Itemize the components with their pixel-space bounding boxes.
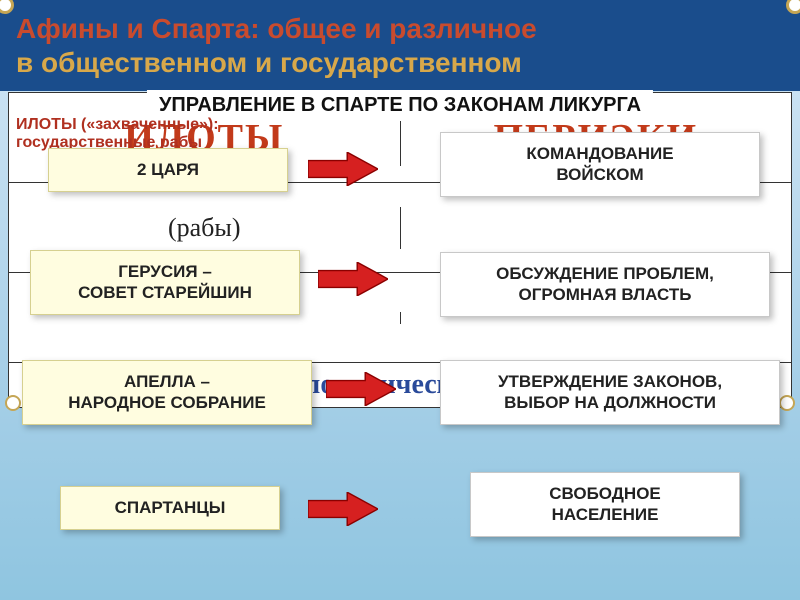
- hint-text: ИЛОТЫ («захваченные»): государственные р…: [16, 116, 219, 152]
- governing-body-box: АПЕЛЛА – НАРОДНОЕ СОБРАНИЕ: [22, 360, 312, 425]
- corner-ornament-icon: [5, 395, 21, 411]
- function-box: ОБСУЖДЕНИЕ ПРОБЛЕМ, ОГРОМНАЯ ВЛАСТЬ: [440, 252, 770, 317]
- governing-body-box: 2 ЦАРЯ: [48, 148, 288, 192]
- corner-ornament-icon: [786, 0, 800, 14]
- function-box: СВОБОДНОЕ НАСЕЛЕНИЕ: [470, 472, 740, 537]
- bg-cell-slaves: (рабы): [9, 207, 401, 249]
- corner-ornament-icon: [779, 395, 795, 411]
- corner-ornament-icon: [0, 0, 14, 14]
- function-box: КОМАНДОВАНИЕ ВОЙСКОМ: [440, 132, 760, 197]
- diagram-subtitle: УПРАВЛЕНИЕ В СПАРТЕ ПО ЗАКОНАМ ЛИКУРГА: [147, 90, 653, 121]
- title-bar: Афины и Спарта: общее и различное в обще…: [0, 0, 800, 91]
- arrow-right-icon: [308, 492, 378, 526]
- governing-body-box: ГЕРУСИЯ – СОВЕТ СТАРЕЙШИН: [30, 250, 300, 315]
- arrow-right-icon: [318, 262, 388, 296]
- function-box: УТВЕРЖДЕНИЕ ЗАКОНОВ, ВЫБОР НА ДОЛЖНОСТИ: [440, 360, 780, 425]
- title-line1: Афины и Спарта: общее и различное: [16, 13, 537, 44]
- bg-cell: [401, 222, 792, 234]
- governing-body-box: СПАРТАНЦЫ: [60, 486, 280, 530]
- arrow-right-icon: [308, 152, 378, 186]
- arrow-right-icon: [326, 372, 396, 406]
- title-line2: в общественном и государственном: [16, 47, 522, 78]
- page-title: Афины и Спарта: общее и различное в обще…: [16, 12, 784, 79]
